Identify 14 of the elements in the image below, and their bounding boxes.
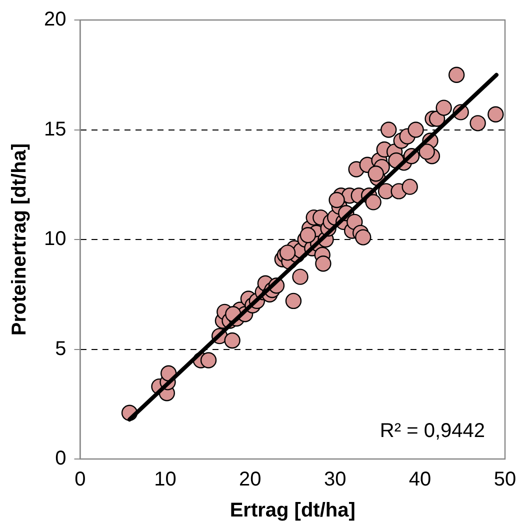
x-tick-label: 30 [324, 468, 346, 491]
x-tick-label: 40 [408, 468, 432, 491]
y-tick-label: 5 [55, 338, 66, 360]
y-tick-label: 15 [44, 118, 66, 140]
y-tick-label: 0 [55, 448, 66, 470]
y-tick-label: 10 [44, 228, 66, 250]
x-tick-label: 10 [154, 468, 176, 491]
x-tick-label: 20 [239, 468, 262, 491]
x-tick-label: 50 [494, 468, 516, 491]
y-axis-title: Proteinertrag [dt/ha] [8, 143, 31, 336]
x-tick-label: 0 [74, 468, 86, 491]
y-tick-label: 20 [44, 8, 66, 31]
x-axis-title: Ertrag [dt/ha] [230, 500, 356, 522]
annotation: R² = 0,9442 [380, 420, 485, 442]
